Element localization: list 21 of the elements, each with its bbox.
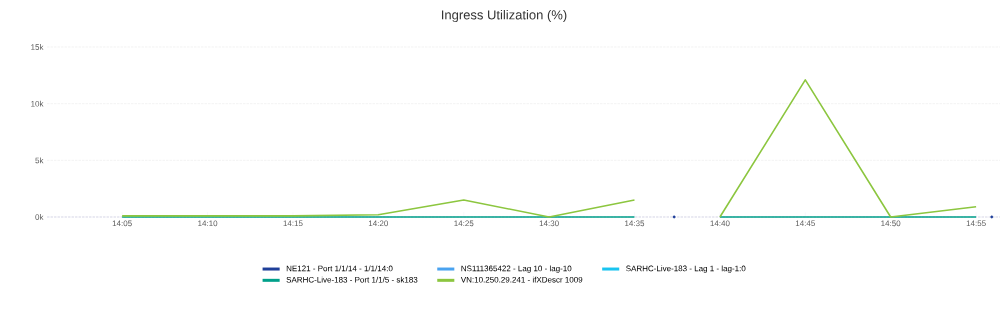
legend-label: VN:10.250.29.241 - ifXDescr 1009: [460, 276, 583, 283]
legend-label: NS111365422 - Lag 10 - lag-10: [461, 265, 572, 273]
legend-label: NE121 - Port 1/1/14 - 1/1/14:0: [286, 265, 393, 272]
y-tick-label: 15k: [31, 44, 44, 50]
x-tick-label: 14:05: [112, 220, 132, 227]
x-tick-label: 14:45: [795, 220, 815, 227]
x-tick-label: 14:50: [881, 220, 901, 227]
x-tick-label: 14:20: [368, 220, 388, 227]
chart-title: Ingress Utilization (%): [442, 9, 567, 23]
x-tick-label: 14:10: [198, 220, 218, 227]
legend-label: SARHC-Live-183 - Port 1/1/5 - sk183: [286, 276, 418, 283]
x-tick-label: 14:40: [710, 220, 730, 227]
legend-label: SARHC-Live-183 - Lag 1 - lag-1:0: [626, 265, 746, 273]
x-tick-label: 14:15: [283, 220, 303, 227]
x-tick-label: 14:35: [625, 220, 645, 227]
x-tick-label: 14:55: [966, 220, 986, 227]
x-tick-label: 14:25: [454, 220, 474, 227]
x-tick-label: 14:30: [539, 220, 559, 227]
y-tick-label: 0k: [35, 214, 44, 220]
y-tick-label: 5k: [35, 157, 44, 164]
y-tick-label: 10k: [31, 100, 44, 107]
